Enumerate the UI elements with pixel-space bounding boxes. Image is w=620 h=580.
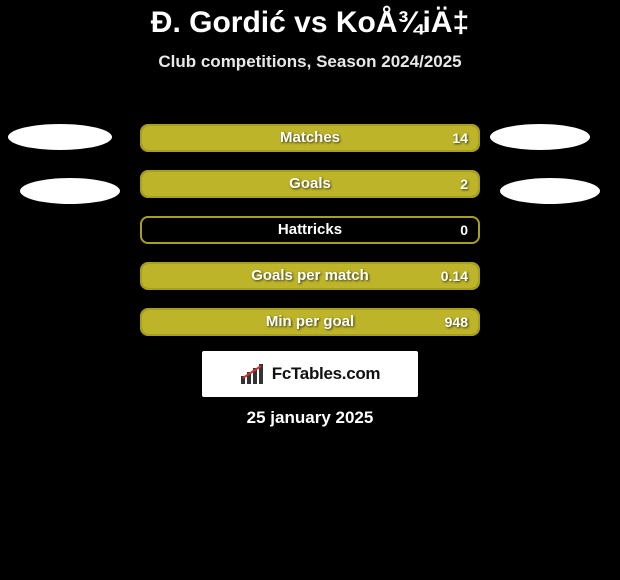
player-image-left-2 — [20, 178, 120, 204]
stat-row-hattricks: Hattricks 0 — [140, 216, 480, 244]
stat-label: Goals — [142, 172, 478, 196]
player-image-left-1 — [8, 124, 112, 150]
stat-value: 0.14 — [441, 264, 468, 288]
page-title: Đ. Gordić vs KoÅ¾iÄ‡ — [0, 0, 620, 40]
stat-row-goals: Goals 2 — [140, 170, 480, 198]
page-subtitle: Club competitions, Season 2024/2025 — [0, 52, 620, 72]
stat-rows: Matches 14 Goals 2 Hattricks 0 Goals per… — [140, 124, 480, 354]
logo-inner: FcTables.com — [240, 364, 381, 384]
fctables-logo: FcTables.com — [202, 351, 418, 397]
stat-row-goals-per-match: Goals per match 0.14 — [140, 262, 480, 290]
stat-label: Matches — [142, 126, 478, 150]
stat-label: Hattricks — [142, 218, 478, 242]
stat-label: Goals per match — [142, 264, 478, 288]
stat-value: 2 — [460, 172, 468, 196]
stat-value: 14 — [452, 126, 468, 150]
page-root: Đ. Gordić vs KoÅ¾iÄ‡ Club competitions, … — [0, 0, 620, 580]
player-image-right-2 — [500, 178, 600, 204]
stat-value: 948 — [445, 310, 468, 334]
stat-value: 0 — [460, 218, 468, 242]
stat-row-matches: Matches 14 — [140, 124, 480, 152]
player-image-right-1 — [490, 124, 590, 150]
logo-text: FcTables.com — [272, 364, 381, 384]
footer-date: 25 january 2025 — [0, 408, 620, 428]
stat-label: Min per goal — [142, 310, 478, 334]
stat-row-min-per-goal: Min per goal 948 — [140, 308, 480, 336]
bars-icon — [240, 364, 266, 384]
